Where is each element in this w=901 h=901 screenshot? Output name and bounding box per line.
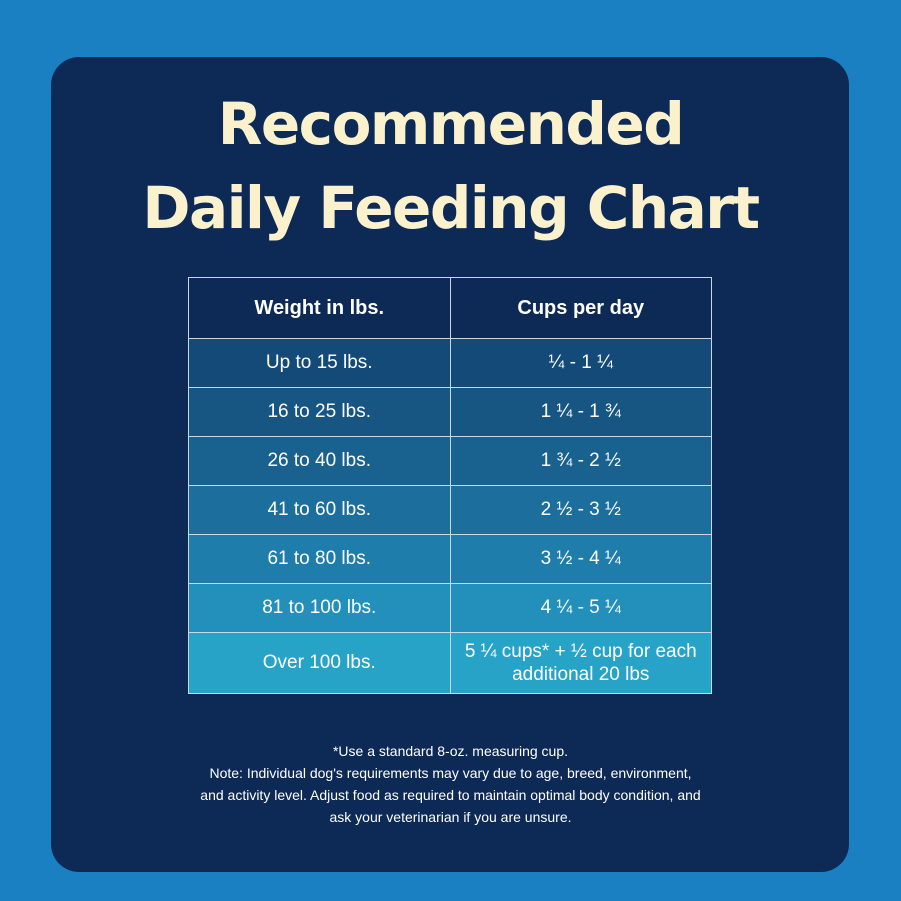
cups-cell: ¼ - 1 ¼ [449,338,712,388]
note-line: ask your veterinarian if you are unsure. [329,809,572,825]
cups-text: 5 ¼ cups* + ½ cup for each additional 20… [464,641,697,685]
feeding-table: Weight in lbs. Cups per day Up to 15 lbs… [188,277,712,694]
header-cups: Cups per day [449,277,712,339]
table-row: 26 to 40 lbs. 1 ¾ - 2 ½ [188,436,712,486]
weight-cell: 16 to 25 lbs. [188,387,451,437]
cups-cell: 2 ½ - 3 ½ [449,485,712,535]
note-line: *Use a standard 8-oz. measuring cup. [332,743,568,759]
weight-cell: Up to 15 lbs. [188,338,451,388]
note-line: Note: Individual dog's requirements may … [209,765,692,781]
table-header-row: Weight in lbs. Cups per day [188,277,712,339]
cups-cell: 3 ½ - 4 ¼ [449,534,712,584]
note-line: and activity level. Adjust food as requi… [200,787,701,803]
cups-cell: 5 ¼ cups* + ½ cup for each additional 20… [449,632,712,694]
table-row: 16 to 25 lbs. 1 ¼ - 1 ¾ [188,387,712,437]
title-line-2: Daily Feeding Chart [142,174,760,242]
cups-cell: 1 ¾ - 2 ½ [449,436,712,486]
footnotes: *Use a standard 8-oz. measuring cup. Not… [0,740,901,828]
table-row: Over 100 lbs. 5 ¼ cups* + ½ cup for each… [188,632,712,694]
weight-cell: Over 100 lbs. [188,632,451,694]
table-row: Up to 15 lbs. ¼ - 1 ¼ [188,338,712,388]
page-title: Recommended Daily Feeding Chart [0,82,901,250]
weight-cell: 26 to 40 lbs. [188,436,451,486]
title-line-1: Recommended [217,90,685,158]
cups-cell: 4 ¼ - 5 ¼ [449,583,712,633]
weight-cell: 41 to 60 lbs. [188,485,451,535]
cups-cell: 1 ¼ - 1 ¾ [449,387,712,437]
table-row: 61 to 80 lbs. 3 ½ - 4 ¼ [188,534,712,584]
weight-cell: 81 to 100 lbs. [188,583,451,633]
table-row: 81 to 100 lbs. 4 ¼ - 5 ¼ [188,583,712,633]
weight-cell: 61 to 80 lbs. [188,534,451,584]
table-row: 41 to 60 lbs. 2 ½ - 3 ½ [188,485,712,535]
header-weight: Weight in lbs. [188,277,451,339]
